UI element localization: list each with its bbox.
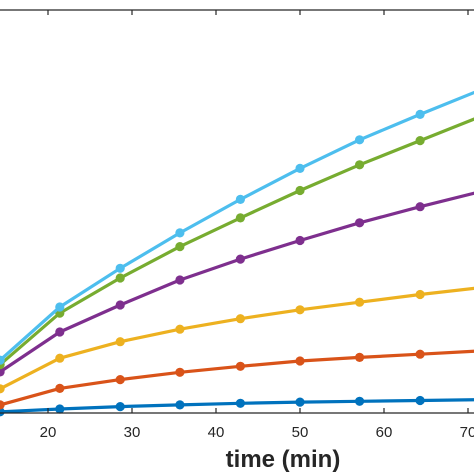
series-5-point (235, 213, 245, 223)
series-2-point (0, 400, 5, 410)
series-6-point (415, 109, 425, 119)
series-6 (0, 90, 474, 365)
x-tick-label: 50 (292, 424, 309, 441)
series-2-point (355, 352, 365, 362)
series-1-point (115, 402, 125, 412)
series-6-point (295, 163, 305, 173)
series-2-point (235, 361, 245, 371)
series-6-point (55, 302, 65, 312)
series-2-point (175, 367, 185, 377)
series-3-point (175, 324, 185, 334)
series-4-point (415, 202, 425, 212)
series-4-point (0, 367, 5, 377)
series-4-point (115, 300, 125, 310)
series-5-line (0, 117, 474, 366)
series-2-point (415, 349, 425, 359)
x-tick-label: 30 (124, 424, 141, 441)
series-5-point (415, 136, 425, 146)
series-4-point (295, 235, 305, 246)
series-6-line (0, 90, 474, 362)
series-1-line (0, 398, 474, 414)
series-1-point (295, 397, 305, 407)
series-1-point (175, 400, 185, 410)
x-axis-title: time (min) (226, 446, 341, 473)
series-6-point (235, 194, 245, 204)
series-4-point (175, 275, 185, 285)
series-6-point (355, 135, 365, 145)
series-1-point (235, 398, 245, 408)
series-5 (0, 117, 474, 370)
series-2-point (295, 356, 305, 366)
series-5-point (295, 185, 305, 196)
series-4 (0, 191, 474, 377)
series-1-point (415, 395, 425, 406)
series-3-point (115, 337, 125, 347)
series-3-point (295, 305, 305, 315)
series-5-point (115, 273, 125, 283)
series-1-point (0, 407, 5, 417)
series-4-point (235, 254, 245, 264)
series-1-point (355, 396, 365, 406)
series-3 (0, 286, 474, 394)
series-4-point (355, 218, 365, 228)
series-4-point (55, 327, 65, 337)
x-tick-label: 40 (208, 424, 225, 441)
series-5-point (355, 160, 365, 170)
series-2 (0, 349, 474, 410)
series-4-line (0, 191, 474, 374)
axis-layer: 20 30 40 50 60 70 (0, 9, 474, 441)
series-6-point (0, 355, 5, 365)
series-layer (0, 90, 474, 417)
x-tick-label: 20 (40, 424, 57, 441)
series-3-point (355, 297, 365, 307)
series-2-line (0, 349, 474, 407)
series-2-point (55, 383, 65, 393)
series-5-point (175, 242, 185, 252)
series-1-point (55, 404, 65, 414)
series-6-point (115, 263, 125, 273)
x-tick-label: 60 (376, 424, 393, 441)
series-3-point (235, 314, 245, 324)
series-3-point (0, 384, 5, 394)
series-3-point (55, 353, 65, 363)
x-tick-label: 70 (460, 424, 474, 441)
series-3-point (415, 289, 425, 300)
series-3-line (0, 286, 474, 391)
series-2-point (115, 375, 125, 385)
series-6-point (175, 228, 185, 238)
series-1 (0, 395, 474, 417)
